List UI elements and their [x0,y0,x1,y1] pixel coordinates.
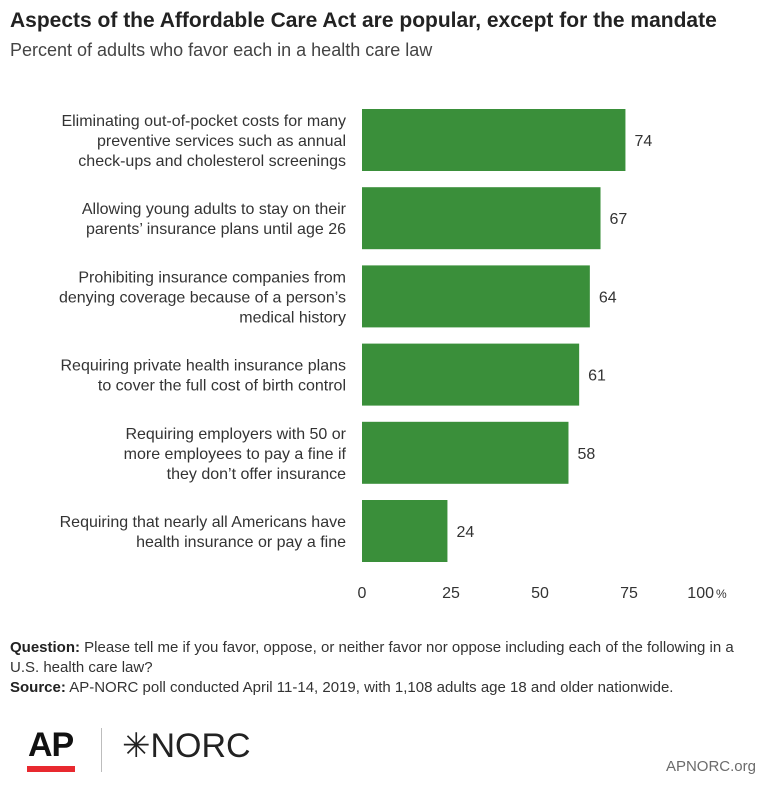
x-tick-label: 75 [620,585,638,602]
ap-logo: AP [28,726,74,764]
logo-divider [101,728,102,772]
data-label: 24 [456,524,474,541]
x-tick-label: 25 [442,585,460,602]
bar [362,109,626,171]
bar [362,343,580,406]
data-label: 58 [577,446,595,463]
chart-title: Aspects of the Affordable Care Act are p… [10,9,717,32]
x-tick-label: 100 [687,585,714,602]
chart-subtitle: Percent of adults who favor each in a he… [10,40,433,60]
category-label: more employees to pay a fine if [124,446,347,463]
question-note: Question: Please tell me if you favor, o… [10,638,750,678]
data-label: 61 [588,368,606,385]
norc-logo: ✳NORC [122,727,251,765]
question-label: Question: [10,639,80,656]
site-url: APNORC.org [665,758,756,775]
question-text: Please tell me if you favor, oppose, or … [10,639,734,676]
category-label: Requiring that nearly all Americans have [60,514,346,531]
ap-logo-red-bar [27,766,75,772]
bar [362,187,601,250]
category-label: Requiring private health insurance plans [60,358,346,375]
category-label: Prohibiting insurance companies from [78,269,346,286]
bar [362,265,590,328]
category-label: medical history [239,309,346,326]
bar-chart: 74 Eliminating out-of-pocket costs for ma… [59,109,727,602]
bar [362,421,569,484]
category-label: denying coverage because of a person’s [59,289,346,306]
chart-notes: Question: Please tell me if you favor, o… [10,638,750,698]
source-text: AP-NORC poll conducted April 11-14, 2019… [69,679,674,696]
category-label: parents’ insurance plans until age 26 [86,221,346,238]
x-tick-label: 0 [358,585,367,602]
category-label: to cover the full cost of birth control [98,378,346,395]
category-label: check-ups and cholesterol screenings [78,153,346,170]
category-label: Allowing young adults to stay on their [82,201,347,218]
x-tick-label: 50 [531,585,549,602]
data-label: 64 [599,289,617,306]
category-label: Requiring employers with 50 or [125,426,346,443]
category-label: health insurance or pay a fine [136,534,346,551]
category-label: Eliminating out-of-pocket costs for many [61,113,346,130]
data-label: 67 [610,211,628,228]
category-label: preventive services such as annual [97,133,346,150]
bar [362,500,448,562]
source-note: Source: AP-NORC poll conducted April 11-… [10,678,750,698]
footer: AP ✳NORC APNORC.org [0,720,768,796]
x-axis-unit: % [716,587,727,601]
source-label: Source: [10,679,66,696]
category-label: they don’t offer insurance [167,466,346,483]
data-label: 74 [634,133,652,150]
